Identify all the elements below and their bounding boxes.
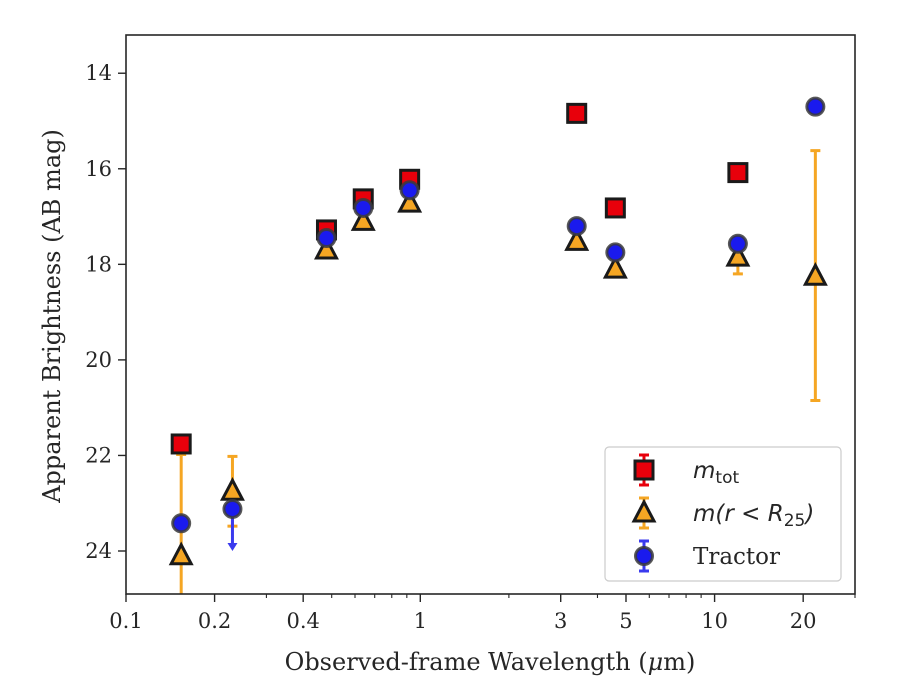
data-point-circle bbox=[353, 197, 374, 218]
data-point-triangle bbox=[602, 254, 628, 279]
ticks-layer: 0.1 0.2 0.4 1 3 5 10 20 14 16 18 20 22 24 bbox=[85, 61, 856, 633]
x-axis-title: Observed-frame Wavelength (μm) bbox=[285, 648, 696, 676]
data-markers bbox=[168, 96, 828, 566]
legend-marker-square bbox=[633, 459, 655, 481]
legend-box bbox=[604, 446, 842, 582]
data-point-circle bbox=[605, 242, 626, 263]
x-tick-label: 0.1 bbox=[109, 609, 142, 633]
data-point-triangle bbox=[314, 235, 339, 260]
x-tick-label: 20 bbox=[790, 609, 817, 633]
y-tick-label: 20 bbox=[85, 348, 112, 372]
data-point-circle bbox=[566, 216, 587, 237]
legend: mtot m(r < R25) Tractor bbox=[604, 446, 842, 582]
legend-marker-circle bbox=[634, 546, 654, 566]
x-tick-label: 10 bbox=[701, 609, 728, 633]
data-point-square bbox=[566, 102, 588, 124]
data-point-circle bbox=[171, 513, 192, 534]
y-tick-label: 24 bbox=[85, 539, 112, 563]
data-point-square bbox=[727, 162, 749, 184]
legend-entries: mtot m(r < R25) Tractor bbox=[631, 453, 814, 573]
y-tick-label: 14 bbox=[85, 61, 112, 85]
plot-frame bbox=[125, 34, 856, 595]
data-point-triangle bbox=[168, 541, 194, 566]
data-point-triangle bbox=[397, 188, 423, 213]
data-point-triangle bbox=[802, 262, 828, 286]
data-point-triangle bbox=[725, 242, 751, 267]
legend-label: mtot bbox=[693, 458, 739, 488]
y-tick-label: 18 bbox=[85, 252, 112, 276]
legend-label: Tractor bbox=[693, 544, 780, 570]
y-axis-title: Apparent Brightness (AB mag) bbox=[38, 129, 66, 504]
x-tick-label: 0.4 bbox=[286, 609, 319, 633]
x-tick-label: 5 bbox=[619, 609, 632, 633]
y-tick-label: 16 bbox=[85, 157, 112, 181]
legend-marker-triangle bbox=[631, 498, 657, 523]
data-point-triangle bbox=[219, 477, 245, 501]
x-tick-label: 0.2 bbox=[198, 609, 231, 633]
data-point-triangle bbox=[350, 207, 376, 231]
legend-label: m(r < R25) bbox=[693, 501, 814, 531]
upper-limit-arrowhead bbox=[227, 543, 238, 551]
data-point-square bbox=[170, 433, 192, 455]
x-tick-label: 3 bbox=[554, 609, 567, 633]
data-point-circle bbox=[222, 498, 243, 519]
data-point-circle bbox=[316, 228, 337, 249]
data-point-triangle bbox=[564, 227, 590, 251]
data-point-circle bbox=[399, 180, 420, 201]
x-tick-label: 1 bbox=[414, 609, 427, 633]
data-point-circle bbox=[805, 96, 826, 117]
data-point-square bbox=[604, 197, 626, 219]
y-tick-label: 22 bbox=[85, 443, 112, 467]
data-point-circle bbox=[727, 233, 748, 254]
